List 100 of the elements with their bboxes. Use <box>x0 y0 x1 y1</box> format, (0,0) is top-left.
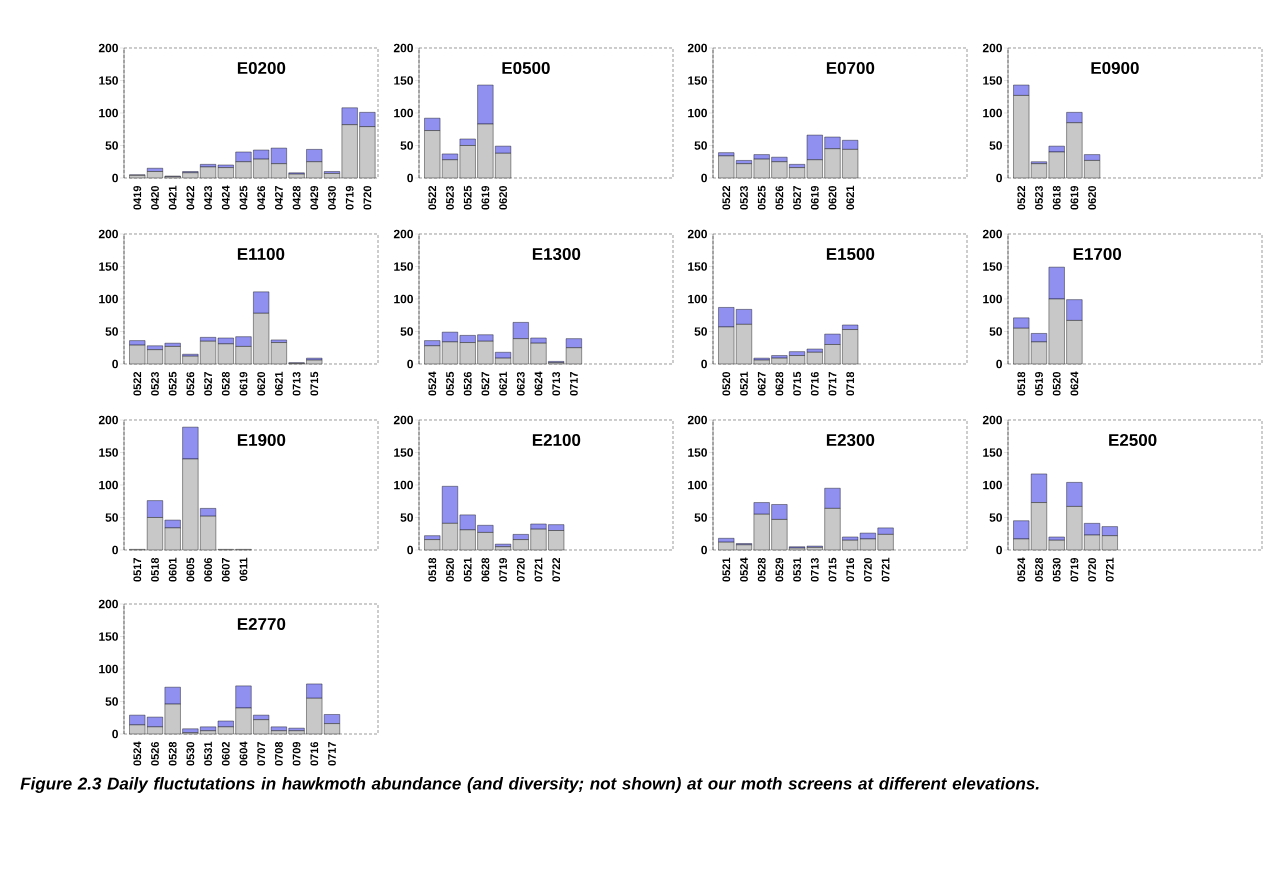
y-tick-label: 200 <box>687 415 707 425</box>
y-tick-label: 150 <box>983 448 1002 457</box>
y-tick-label: 150 <box>983 76 1002 85</box>
x-tick-label: 0522 <box>428 185 437 210</box>
x-tick-label: 0419 <box>133 185 142 210</box>
x-tick-label: 0528 <box>757 557 766 582</box>
y-tick-label: 150 <box>394 76 413 85</box>
x-tick-label: 0619 <box>810 185 819 210</box>
x-tick-label: 0528 <box>168 741 177 766</box>
x-tick-label: 0721 <box>881 557 890 582</box>
x-tick-label: 0716 <box>310 741 319 766</box>
x-tick-label: 0521 <box>740 371 748 396</box>
x-tick-label: 0517 <box>133 558 142 582</box>
x-tick-label: 0523 <box>740 185 748 210</box>
y-tick-label: 100 <box>394 108 413 118</box>
y-tick-label: 50 <box>694 327 707 336</box>
x-tick-label: 0524 <box>428 371 437 396</box>
x-tick-label: 0718 <box>846 371 855 396</box>
y-tick-label: 150 <box>99 448 118 457</box>
x-tick-label: 0522 <box>1017 185 1026 210</box>
x-tick-label: 0707 <box>257 742 266 766</box>
y-tick-label: 200 <box>98 229 118 239</box>
text: E0500 <box>502 61 550 75</box>
x-tick-label: 0719 <box>1070 557 1079 582</box>
x-tick-label: 0620 <box>828 185 837 210</box>
x-tick-label: 0518 <box>1017 371 1026 396</box>
x-tick-label: 0618 <box>1052 185 1061 210</box>
x-tick-label: 0530 <box>186 741 195 766</box>
x-tick-label: 0623 <box>516 371 525 396</box>
text: E1100 <box>237 247 285 261</box>
y-tick-label: 0 <box>996 173 1002 183</box>
x-tick-label: 0520 <box>446 557 454 582</box>
x-tick-label: 0717 <box>828 372 837 396</box>
x-tick-label: 0523 <box>1035 185 1043 210</box>
x-tick-label: 0524 <box>133 741 142 766</box>
y-tick-label: 200 <box>982 43 1002 53</box>
x-tick-label: 0716 <box>846 557 855 582</box>
x-tick-label: 0619 <box>1070 185 1079 210</box>
y-tick-label: 50 <box>105 697 118 706</box>
x-tick-label: 0529 <box>775 557 784 582</box>
x-tick-label: 0604 <box>239 741 248 766</box>
y-tick-label: 0 <box>112 545 118 555</box>
text: E2100 <box>532 433 581 447</box>
x-tick-label: 0422 <box>186 185 195 210</box>
x-tick-label: 0526 <box>775 185 784 210</box>
x-tick-label: 0721 <box>1105 557 1114 582</box>
x-tick-label: 0715 <box>310 371 319 396</box>
y-tick-label: 100 <box>983 108 1002 118</box>
x-tick-label: 0526 <box>186 371 195 396</box>
x-tick-label: 0715 <box>828 557 837 582</box>
x-tick-label: 0522 <box>722 185 731 210</box>
x-tick-label: 0713 <box>810 557 819 582</box>
x-tick-label: 0719 <box>499 557 507 582</box>
x-tick-label: 0521 <box>722 557 731 582</box>
y-tick-label: 50 <box>989 141 1002 150</box>
x-tick-label: 0531 <box>793 557 801 582</box>
y-tick-label: 200 <box>687 43 707 53</box>
x-tick-label: 0525 <box>463 185 472 210</box>
x-tick-label: 0519 <box>1035 371 1043 396</box>
x-tick-label: 0720 <box>516 557 525 582</box>
x-tick-label: 0527 <box>481 372 490 396</box>
x-tick-label: 0713 <box>292 371 301 396</box>
x-tick-label: 0426 <box>257 185 266 210</box>
y-tick-label: 50 <box>105 141 118 150</box>
y-tick-label: 50 <box>105 327 118 336</box>
text: E2500 <box>1109 433 1157 447</box>
y-tick-label: 150 <box>983 262 1002 271</box>
x-tick-label: 0518 <box>151 557 159 582</box>
x-tick-label: 0628 <box>481 557 490 582</box>
x-tick-label: 0523 <box>446 185 454 210</box>
x-tick-label: 0621 <box>275 371 283 396</box>
text: E0200 <box>237 61 286 75</box>
x-tick-label: 0715 <box>793 371 801 396</box>
x-tick-label: 0628 <box>775 371 784 396</box>
x-tick-label: 0527 <box>204 372 212 396</box>
y-tick-label: 50 <box>400 513 413 522</box>
y-tick-label: 200 <box>98 43 118 53</box>
x-tick-label: 0428 <box>292 185 301 210</box>
y-tick-label: 0 <box>701 173 707 183</box>
x-tick-label: 0424 <box>221 185 230 210</box>
y-tick-label: 200 <box>393 43 413 53</box>
y-tick-label: 0 <box>996 545 1002 555</box>
x-tick-label: 0720 <box>864 557 872 582</box>
text: E0900 <box>1091 61 1139 75</box>
x-tick-label: 0525 <box>446 371 454 396</box>
x-tick-label: 0721 <box>534 557 543 582</box>
x-tick-label: 0520 <box>722 371 731 396</box>
y-tick-label: 50 <box>989 327 1002 336</box>
y-tick-label: 100 <box>394 294 413 304</box>
x-tick-label: 0421 <box>168 185 177 210</box>
x-tick-label: 0719 <box>345 185 354 210</box>
x-tick-label: 0429 <box>310 185 319 210</box>
x-tick-label: 0605 <box>186 557 195 582</box>
x-tick-label: 0722 <box>552 557 561 582</box>
y-tick-label: 0 <box>407 545 413 555</box>
y-tick-label: 200 <box>98 599 118 609</box>
y-tick-label: 200 <box>982 415 1002 425</box>
y-tick-label: 150 <box>99 632 118 641</box>
text: E1500 <box>826 247 875 261</box>
y-tick-label: 150 <box>99 262 118 271</box>
